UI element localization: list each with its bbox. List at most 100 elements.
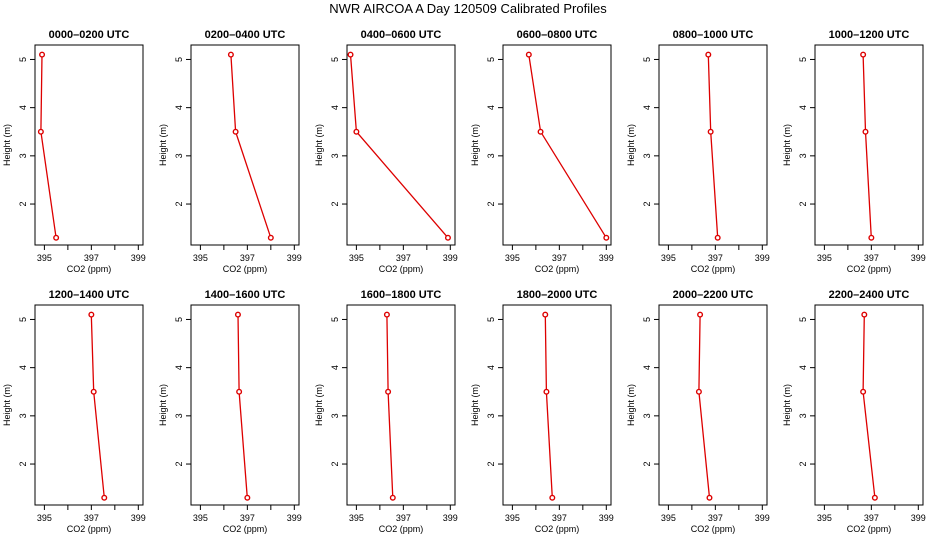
profile-line <box>90 314 105 498</box>
x-axis-label: CO2 (ppm) <box>379 264 424 274</box>
data-point <box>101 494 108 501</box>
plot-frame <box>346 44 456 246</box>
plot-frame <box>814 304 924 506</box>
data-point <box>871 494 878 501</box>
y-tick-label: 5 <box>486 57 496 62</box>
y-tick-label: 2 <box>330 462 340 467</box>
data-point <box>53 234 60 241</box>
x-tick-label: 399 <box>599 513 614 523</box>
x-tick-label: 399 <box>755 253 770 263</box>
data-point <box>232 128 239 135</box>
profile-panel-5: 0800–1000 UTC 395 397 399 2 3 4 5 CO2 (ppm) Heigh… <box>626 29 770 274</box>
profile-line <box>862 314 876 498</box>
x-tick-label: 399 <box>443 513 458 523</box>
data-point <box>705 51 712 58</box>
x-axis-label: CO2 (ppm) <box>379 524 424 534</box>
profile-panel-8: 1400–1600 UTC 395 397 399 2 3 4 5 CO2 (ppm) Heigh… <box>158 289 302 534</box>
data-point <box>697 311 704 318</box>
y-axis-label: Height (m) <box>2 384 12 426</box>
data-point <box>537 128 544 135</box>
panel-title: 0400–0600 UTC <box>361 29 442 41</box>
profile-line <box>386 314 394 498</box>
data-point <box>227 51 234 58</box>
data-point <box>385 388 392 395</box>
profile-panel-2: 0200–0400 UTC 395 397 399 2 3 4 5 CO2 (ppm) Heigh… <box>158 29 302 274</box>
y-tick-label: 2 <box>330 202 340 207</box>
profile-panel-11: 2000–2200 UTC 395 397 399 2 3 4 5 CO2 (ppm) Heigh… <box>626 289 770 534</box>
x-tick-label: 395 <box>193 513 208 523</box>
profile-line <box>544 314 553 498</box>
y-tick-label: 3 <box>486 413 496 418</box>
data-point <box>90 388 97 395</box>
data-point <box>603 234 610 241</box>
profile-panel-1: 0000–0200 UTC 395 397 399 2 3 4 5 CO2 (ppm) Heigh… <box>2 29 146 274</box>
y-axis-label: Height (m) <box>470 384 480 426</box>
y-axis-label: Height (m) <box>2 124 12 166</box>
panel-title: 0600–0800 UTC <box>517 29 598 41</box>
data-point <box>234 311 241 318</box>
panel-title: 1000–1200 UTC <box>829 29 910 41</box>
y-tick-label: 2 <box>798 202 808 207</box>
x-tick-label: 395 <box>505 513 520 523</box>
x-axis-label: CO2 (ppm) <box>67 524 112 534</box>
plot-frame <box>658 44 768 246</box>
data-point <box>267 234 274 241</box>
x-tick-label: 395 <box>661 253 676 263</box>
panel-title: 2000–2200 UTC <box>673 289 754 301</box>
y-tick-label: 5 <box>642 57 652 62</box>
y-tick-label: 2 <box>642 202 652 207</box>
y-tick-label: 4 <box>330 365 340 370</box>
x-axis-label: CO2 (ppm) <box>67 264 112 274</box>
y-tick-label: 5 <box>798 57 808 62</box>
x-tick-label: 395 <box>37 513 52 523</box>
x-tick-label: 397 <box>84 253 99 263</box>
data-point <box>383 311 390 318</box>
chart-main-title: NWR AIRCOA A Day 120509 Calibrated Profi… <box>329 1 607 16</box>
profile-panel-3: 0400–0600 UTC 395 397 399 2 3 4 5 CO2 (ppm) Heigh… <box>314 29 458 274</box>
x-tick-label: 399 <box>911 513 926 523</box>
plot-frame <box>502 304 612 506</box>
y-tick-label: 4 <box>486 365 496 370</box>
x-tick-label: 395 <box>349 513 364 523</box>
data-point <box>37 128 44 135</box>
y-tick-label: 3 <box>18 153 28 158</box>
y-tick-label: 5 <box>18 317 28 322</box>
y-tick-label: 5 <box>798 317 808 322</box>
profile-line <box>237 314 248 498</box>
x-tick-label: 395 <box>37 253 52 263</box>
data-point <box>88 311 95 318</box>
profile-panel-10: 1800–2000 UTC 395 397 399 2 3 4 5 CO2 (ppm) Heigh… <box>470 289 614 534</box>
data-point <box>543 388 550 395</box>
y-tick-label: 4 <box>18 365 28 370</box>
x-tick-label: 395 <box>817 253 832 263</box>
x-tick-label: 397 <box>396 513 411 523</box>
panel-title: 1600–1800 UTC <box>361 289 442 301</box>
x-axis-label: CO2 (ppm) <box>535 524 580 534</box>
x-tick-label: 397 <box>84 513 99 523</box>
x-axis-label: CO2 (ppm) <box>223 524 268 534</box>
x-axis-label: CO2 (ppm) <box>223 264 268 274</box>
y-axis-label: Height (m) <box>314 384 324 426</box>
data-point <box>549 494 556 501</box>
y-tick-label: 2 <box>798 462 808 467</box>
x-tick-label: 397 <box>240 253 255 263</box>
panel-title: 0000–0200 UTC <box>49 29 130 41</box>
profile-panel-6: 1000–1200 UTC 395 397 399 2 3 4 5 CO2 (ppm) Heigh… <box>782 29 926 274</box>
x-tick-label: 399 <box>131 513 146 523</box>
profile-line <box>862 54 872 238</box>
x-axis-label: CO2 (ppm) <box>847 524 892 534</box>
panel-title: 0200–0400 UTC <box>205 29 286 41</box>
y-tick-label: 4 <box>642 365 652 370</box>
y-tick-label: 2 <box>18 202 28 207</box>
plot-frame <box>502 44 612 246</box>
x-tick-label: 395 <box>505 253 520 263</box>
plot-frame <box>814 44 924 246</box>
plot-frame <box>658 304 768 506</box>
x-tick-label: 397 <box>396 253 411 263</box>
data-point <box>347 51 354 58</box>
y-tick-label: 5 <box>18 57 28 62</box>
x-tick-label: 395 <box>349 253 364 263</box>
panel-title: 0800–1000 UTC <box>673 29 754 41</box>
y-tick-label: 5 <box>330 317 340 322</box>
